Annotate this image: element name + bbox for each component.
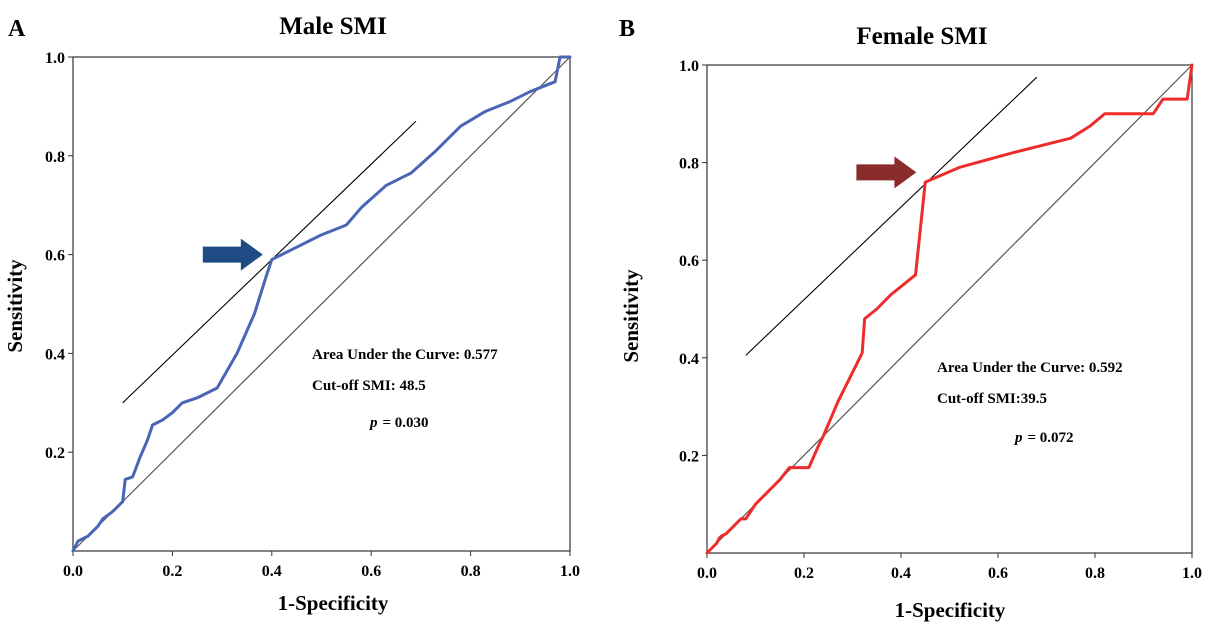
y-ticks-b: 0.2 0.4 0.6 0.8 1.0	[679, 58, 707, 465]
auc-annotation-a: Area Under the Curve: 0.577	[312, 347, 498, 363]
cutoff-annotation-b: Cut-off SMI:39.5	[937, 391, 1047, 407]
y-tick-label: 0.6	[679, 253, 699, 270]
series-lines-b	[705, 63, 1194, 555]
p-value-a: = 0.030	[383, 415, 429, 431]
x-ticks-a: 0.0 0.2 0.4 0.6 0.8 1.0	[63, 551, 580, 580]
y-tick-label: 1.0	[679, 58, 699, 75]
y-tick-label: 0.8	[45, 149, 65, 166]
x-tick-label: 0.4	[891, 565, 911, 582]
roc-curve-line	[71, 55, 572, 553]
p-value-annotation-b: p = 0.072	[1013, 430, 1074, 446]
reference-tangent-line	[745, 76, 1038, 356]
x-tick-label: 0.2	[162, 563, 182, 580]
reference-tangent-line	[122, 120, 417, 404]
y-axis-label-b: Sensitivity	[619, 269, 643, 363]
x-tick-label: 0.8	[1085, 565, 1105, 582]
cutoff-arrow-b	[856, 156, 917, 189]
plot-frame-b	[706, 64, 1193, 554]
x-axis-label-a: 1-Specificity	[278, 591, 389, 615]
y-tick-label: 0.2	[45, 445, 65, 462]
cutoff-arrow-a	[202, 238, 263, 271]
x-tick-label: 1.0	[1182, 565, 1202, 582]
y-tick-label: 0.6	[45, 248, 65, 265]
y-tick-label: 0.8	[679, 156, 699, 173]
x-tick-label: 1.0	[560, 563, 580, 580]
p-symbol-b: p	[1013, 430, 1023, 446]
diagonal-reference-line	[72, 56, 571, 552]
y-axis-label-a: Sensitivity	[3, 259, 27, 353]
y-tick-label: 1.0	[45, 50, 65, 67]
series-lines-a	[71, 55, 572, 553]
x-tick-label: 0.6	[988, 565, 1008, 582]
panel-label-b: B	[619, 16, 635, 42]
x-tick-label: 0.8	[461, 563, 481, 580]
x-tick-label: 0.0	[697, 565, 717, 582]
x-tick-label: 0.2	[794, 565, 814, 582]
x-tick-label: 0.4	[262, 563, 282, 580]
x-ticks-b: 0.0 0.2 0.4 0.6 0.8 1.0	[697, 553, 1202, 582]
chart-title-b: Female SMI	[856, 23, 987, 50]
panel-b: B Female SMI 0.0 0.2 0.4 0.6 0.8 1.0 0.20.40.…	[619, 16, 1202, 622]
y-tick-label: 0.4	[45, 346, 65, 363]
p-symbol-a: p	[368, 415, 378, 431]
auc-annotation-b: Area Under the Curve: 0.592	[937, 360, 1123, 376]
panel-label-a: A	[8, 16, 26, 42]
y-tick-label: 0.2	[679, 448, 699, 465]
roc-curve-line	[705, 63, 1194, 555]
y-tick-label: 0.4	[679, 351, 699, 368]
x-axis-label-b: 1-Specificity	[895, 598, 1006, 622]
plot-frame-a	[72, 56, 571, 552]
chart-title-a: Male SMI	[279, 13, 387, 40]
p-value-annotation-a: p = 0.030	[368, 415, 429, 431]
y-ticks-a: 0.2 0.4 0.6 0.8 1.0	[45, 50, 73, 462]
cutoff-annotation-a: Cut-off SMI: 48.5	[312, 378, 426, 394]
p-value-b: = 0.072	[1028, 430, 1074, 446]
x-tick-label: 0.6	[361, 563, 381, 580]
x-tick-label: 0.0	[63, 563, 83, 580]
panel-a: A Male SMI 0.0 0.2 0.4 0.6 0.8 1.0 0.20.40.60…	[3, 13, 580, 615]
